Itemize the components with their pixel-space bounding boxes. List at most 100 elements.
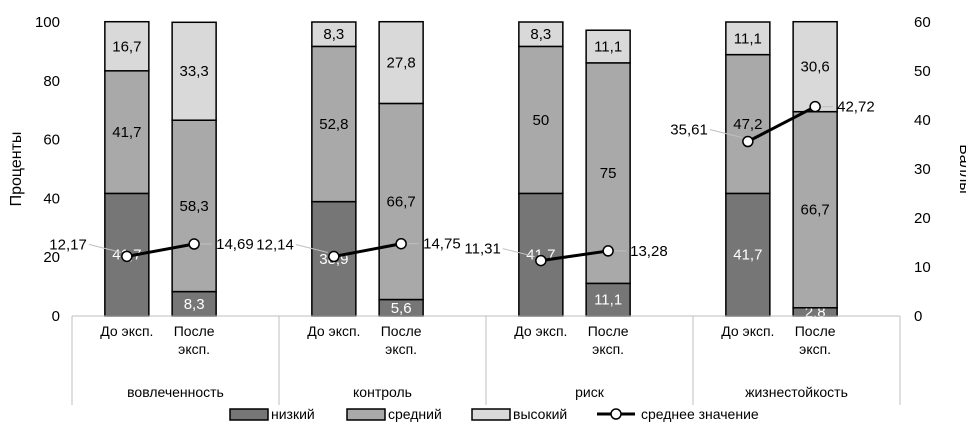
average-point: [395, 237, 407, 250]
y2-tick-label: 50: [914, 63, 931, 80]
average-value-label: 42,72: [837, 99, 875, 116]
average-value-label: 35,61: [670, 122, 708, 139]
y-tick-label: 0: [52, 308, 60, 325]
legend-label: средний: [388, 406, 442, 422]
bar-segment-label: 11,1: [594, 39, 622, 56]
y-tick-label: 100: [35, 14, 60, 31]
average-point: [602, 245, 614, 257]
bar-segment-label: 66,7: [801, 202, 830, 219]
legend-swatch-низкий: [229, 408, 269, 421]
y2-tick-label: 10: [914, 259, 931, 276]
category-label: До эксп.: [307, 323, 360, 339]
bar-segment-высокий: [792, 20, 838, 113]
bar-segment-высокий: [378, 20, 424, 105]
bar-segment-средний: [725, 53, 771, 195]
bar-segment-label: 41,7: [112, 124, 141, 141]
average-line-segment: [540, 249, 609, 263]
group-label: риск: [575, 384, 605, 400]
bar-segment-высокий: [585, 29, 631, 64]
bar-segment-label: 75: [600, 165, 617, 182]
average-value-label: 12,17: [49, 236, 87, 253]
category-label-line: эксп.: [592, 341, 624, 357]
average-leader-line: [88, 243, 121, 253]
category-label-line: После: [174, 323, 215, 339]
bar-segment-label: 58,3: [180, 198, 209, 215]
legend-line-marker: [610, 408, 622, 420]
bar-segment-средний: [518, 45, 564, 195]
bar-segment-label: 11,1: [734, 30, 762, 47]
y2-tick-label: 30: [914, 161, 931, 178]
bar-segment-высокий: [311, 21, 357, 48]
category-label: До эксп.: [514, 323, 567, 339]
legend: низкий средний высокий среднее значение: [229, 406, 759, 422]
average-point: [121, 250, 133, 263]
bar-segment-высокий: [518, 21, 564, 48]
average-line: 12,17 14,69 12,14 14,75 11,31 13,28 35,61 42,72: [49, 99, 875, 267]
bar-segment-label: 8,3: [530, 26, 551, 43]
bars: 41,741,716,78,358,333,338,952,88,35,666,…: [104, 20, 838, 321]
bar-segment-label: 41,7: [733, 247, 762, 264]
legend-label: низкий: [271, 406, 315, 422]
bar-segment-label: 30,6: [801, 59, 830, 76]
category-label-line: После: [381, 323, 422, 339]
bar-segment-label: 47,2: [733, 116, 762, 133]
y-axis-title: Проценты: [8, 132, 25, 207]
average-point: [188, 238, 200, 250]
bar-segment-label: 33,3: [180, 63, 209, 80]
average-leader-line: [502, 248, 535, 258]
y-tick-label: 80: [43, 73, 60, 90]
bar-segment-средний: [104, 70, 150, 195]
y2-tick-label: 40: [914, 112, 931, 129]
average-point: [328, 250, 340, 263]
average-value-label: 13,28: [630, 243, 668, 260]
bar-segment-label: 8,3: [184, 296, 205, 313]
bar-segment-label: 52,8: [319, 116, 348, 133]
category-label: После эксп.: [381, 323, 422, 357]
bar-segment-label: 5,6: [391, 300, 412, 317]
category-label-line: эксп.: [799, 341, 831, 357]
average-line-segment: [747, 105, 816, 143]
average-line-segment: [333, 242, 402, 258]
category-label: После эксп.: [174, 323, 215, 357]
bar-segment-label: 50: [533, 112, 550, 129]
bar-segment-label: 11,1: [594, 292, 622, 309]
category-label-line: эксп.: [385, 341, 417, 357]
average-value-label: 14,69: [216, 236, 254, 253]
legend-label: среднее значение: [641, 406, 759, 422]
bar-segment-label: 27,8: [387, 55, 416, 72]
y2-tick-label: 0: [914, 308, 922, 325]
legend-swatch-средний: [346, 408, 386, 421]
axes: 0 20 40 60 80 100 0 10 20 30 40 50 60 Проценты Баллы До…: [8, 14, 966, 405]
average-value-label: 12,14: [256, 237, 294, 254]
average-line-segment: [126, 242, 195, 258]
average-leader-line: [295, 244, 328, 253]
y2-tick-label: 20: [914, 210, 931, 227]
bar-segment-низкий: [725, 192, 771, 317]
y2-tick-label: 60: [914, 14, 931, 31]
group-label: вовлеченность: [127, 384, 224, 400]
category-label-line: эксп.: [178, 341, 210, 357]
bar-segment-label: 16,7: [112, 38, 141, 55]
category-label: После эксп.: [795, 323, 836, 357]
legend-swatch-высокий: [471, 408, 511, 421]
y2-axis-title: Баллы: [956, 144, 966, 194]
category-label: До эксп.: [100, 323, 153, 339]
average-point: [535, 254, 547, 267]
bar-segment-высокий: [725, 21, 771, 56]
bar-segment-label: 8,3: [323, 26, 344, 43]
group-label: контроль: [353, 384, 412, 400]
group-label: жизнестойкость: [745, 384, 848, 400]
category-label-line: После: [795, 323, 836, 339]
average-point: [809, 100, 821, 113]
category-label-line: После: [588, 323, 629, 339]
bar-segment-высокий: [104, 20, 150, 72]
average-point: [742, 135, 754, 148]
y-tick-label: 40: [43, 190, 60, 207]
average-leader-line: [709, 129, 742, 138]
y-tick-label: 20: [43, 249, 60, 266]
bar-segment-label: 66,7: [387, 193, 416, 210]
legend-label: высокий: [513, 406, 567, 422]
category-label: До эксп.: [721, 323, 774, 339]
